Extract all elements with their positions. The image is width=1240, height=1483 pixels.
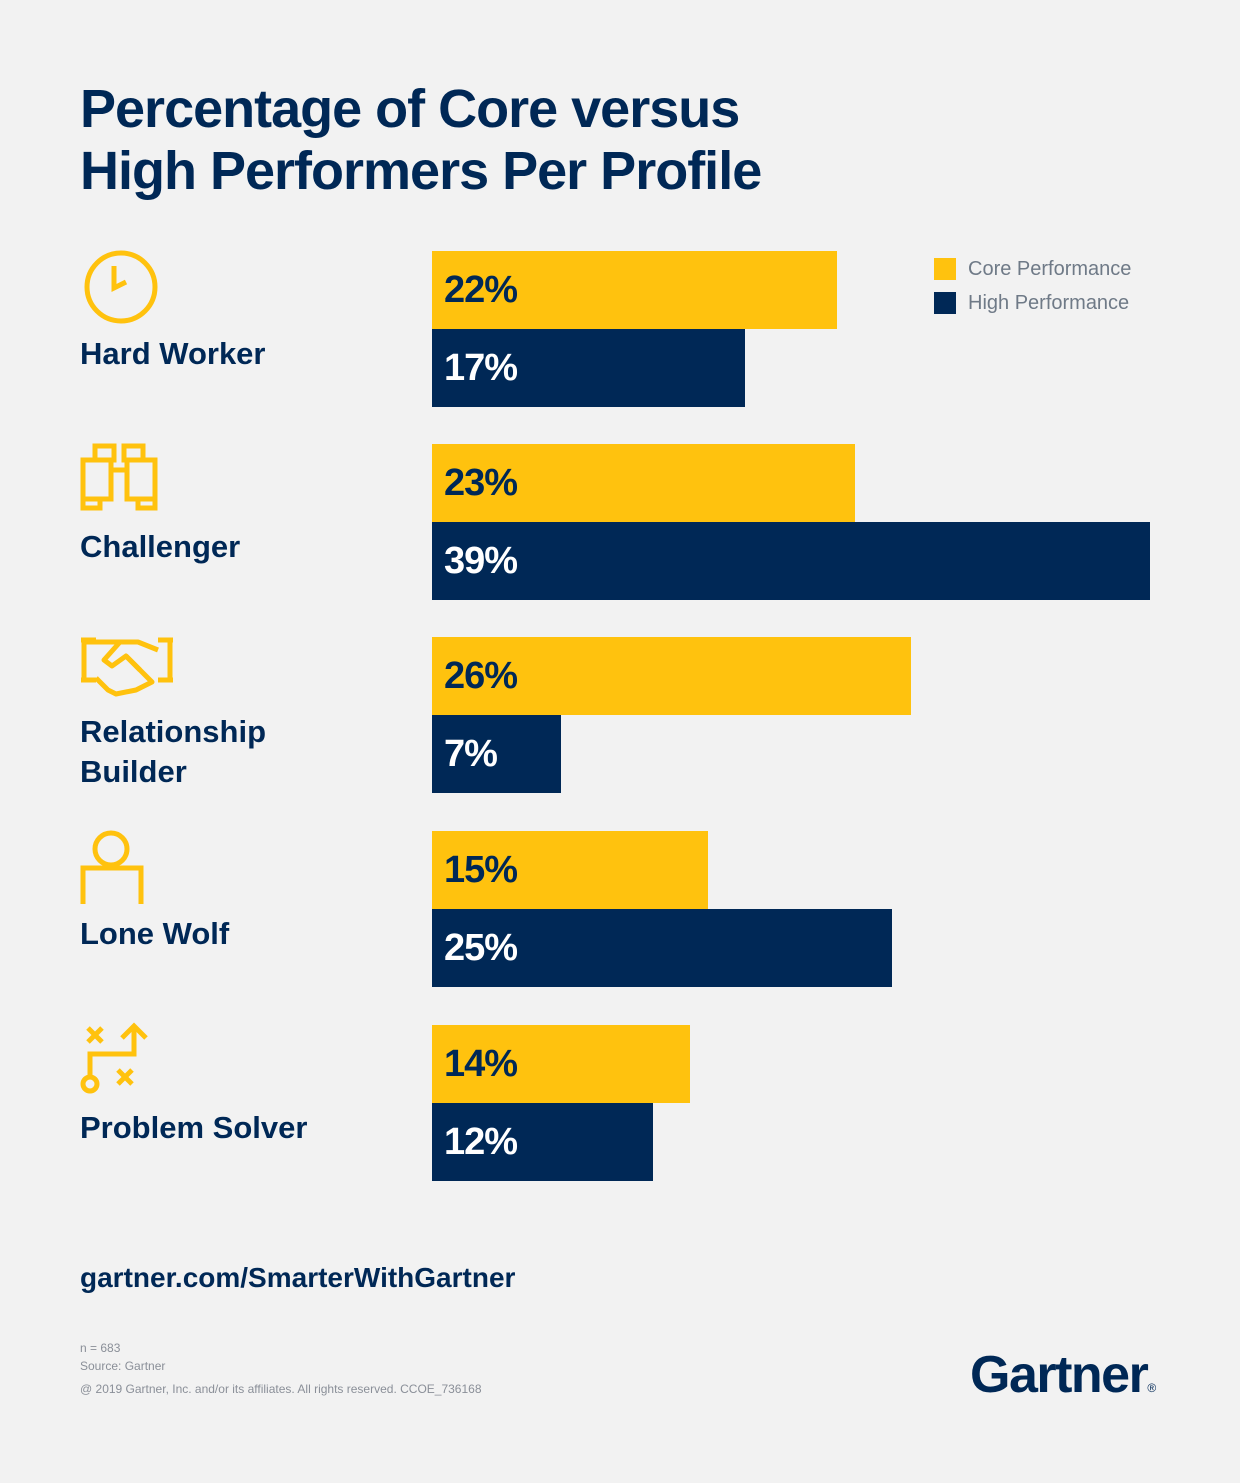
bar-value-label: 17%: [444, 346, 518, 389]
clock-icon: [84, 250, 158, 324]
bar-value-label: 23%: [444, 461, 518, 504]
bar-high-relationship-builder: 7%: [432, 715, 561, 793]
copyright-note: @ 2019 Gartner, Inc. and/or its affiliat…: [80, 1382, 482, 1396]
bar-value-label: 15%: [444, 848, 518, 891]
sample-size-note: n = 683: [80, 1341, 121, 1355]
title-line-2: High Performers Per Profile: [80, 141, 762, 201]
bar-high-lone-wolf: 25%: [432, 909, 893, 987]
legend-item-high: High Performance: [934, 286, 1131, 320]
bar-core-hard-worker: 22%: [432, 251, 838, 329]
bar-core-lone-wolf: 15%: [432, 831, 709, 909]
bar-core-challenger: 23%: [432, 444, 856, 522]
bar-high-problem-solver: 12%: [432, 1103, 653, 1181]
source-note: Source: Gartner: [80, 1359, 166, 1373]
legend-label-core: Core Performance: [968, 257, 1132, 280]
footer-link[interactable]: gartner.com/SmarterWithGartner: [80, 1262, 516, 1293]
profile-label: Challenger: [80, 529, 241, 564]
bar-core-relationship-builder: 26%: [432, 637, 911, 715]
bar-value-label: 39%: [444, 539, 518, 582]
bar-value-label: 7%: [444, 732, 498, 775]
bar-high-challenger: 39%: [432, 522, 1150, 600]
bar-value-label: 12%: [444, 1120, 518, 1163]
gartner-logo: Gartner®: [970, 1345, 1156, 1405]
handshake-icon: [81, 637, 173, 697]
profile-label: Relationship Builder: [80, 714, 267, 789]
legend-label-high: High Performance: [968, 291, 1130, 314]
legend: Core Performance High Performance: [934, 252, 1131, 320]
logo-text: Gartner: [970, 1346, 1149, 1404]
chart-title: Percentage of Core versus High Performer…: [80, 78, 762, 202]
registered-mark: ®: [1147, 1381, 1157, 1395]
person-icon: [80, 830, 144, 904]
legend-swatch-high: [934, 292, 956, 314]
bar-value-label: 26%: [444, 654, 518, 697]
profile-label: Lone Wolf: [80, 916, 230, 951]
bar-high-hard-worker: 17%: [432, 329, 745, 407]
profile-label: Problem Solver: [80, 1110, 308, 1145]
bar-value-label: 22%: [444, 268, 518, 311]
profile-label: Hard Worker: [80, 336, 266, 371]
bar-value-label: 25%: [444, 926, 518, 969]
title-line-1: Percentage of Core versus: [80, 79, 740, 139]
bar-value-label: 14%: [444, 1042, 518, 1085]
bar-core-problem-solver: 14%: [432, 1025, 690, 1103]
strategy-path-icon: [80, 1022, 148, 1094]
binoculars-icon: [80, 443, 158, 511]
legend-item-core: Core Performance: [934, 252, 1131, 286]
legend-swatch-core: [934, 258, 956, 280]
